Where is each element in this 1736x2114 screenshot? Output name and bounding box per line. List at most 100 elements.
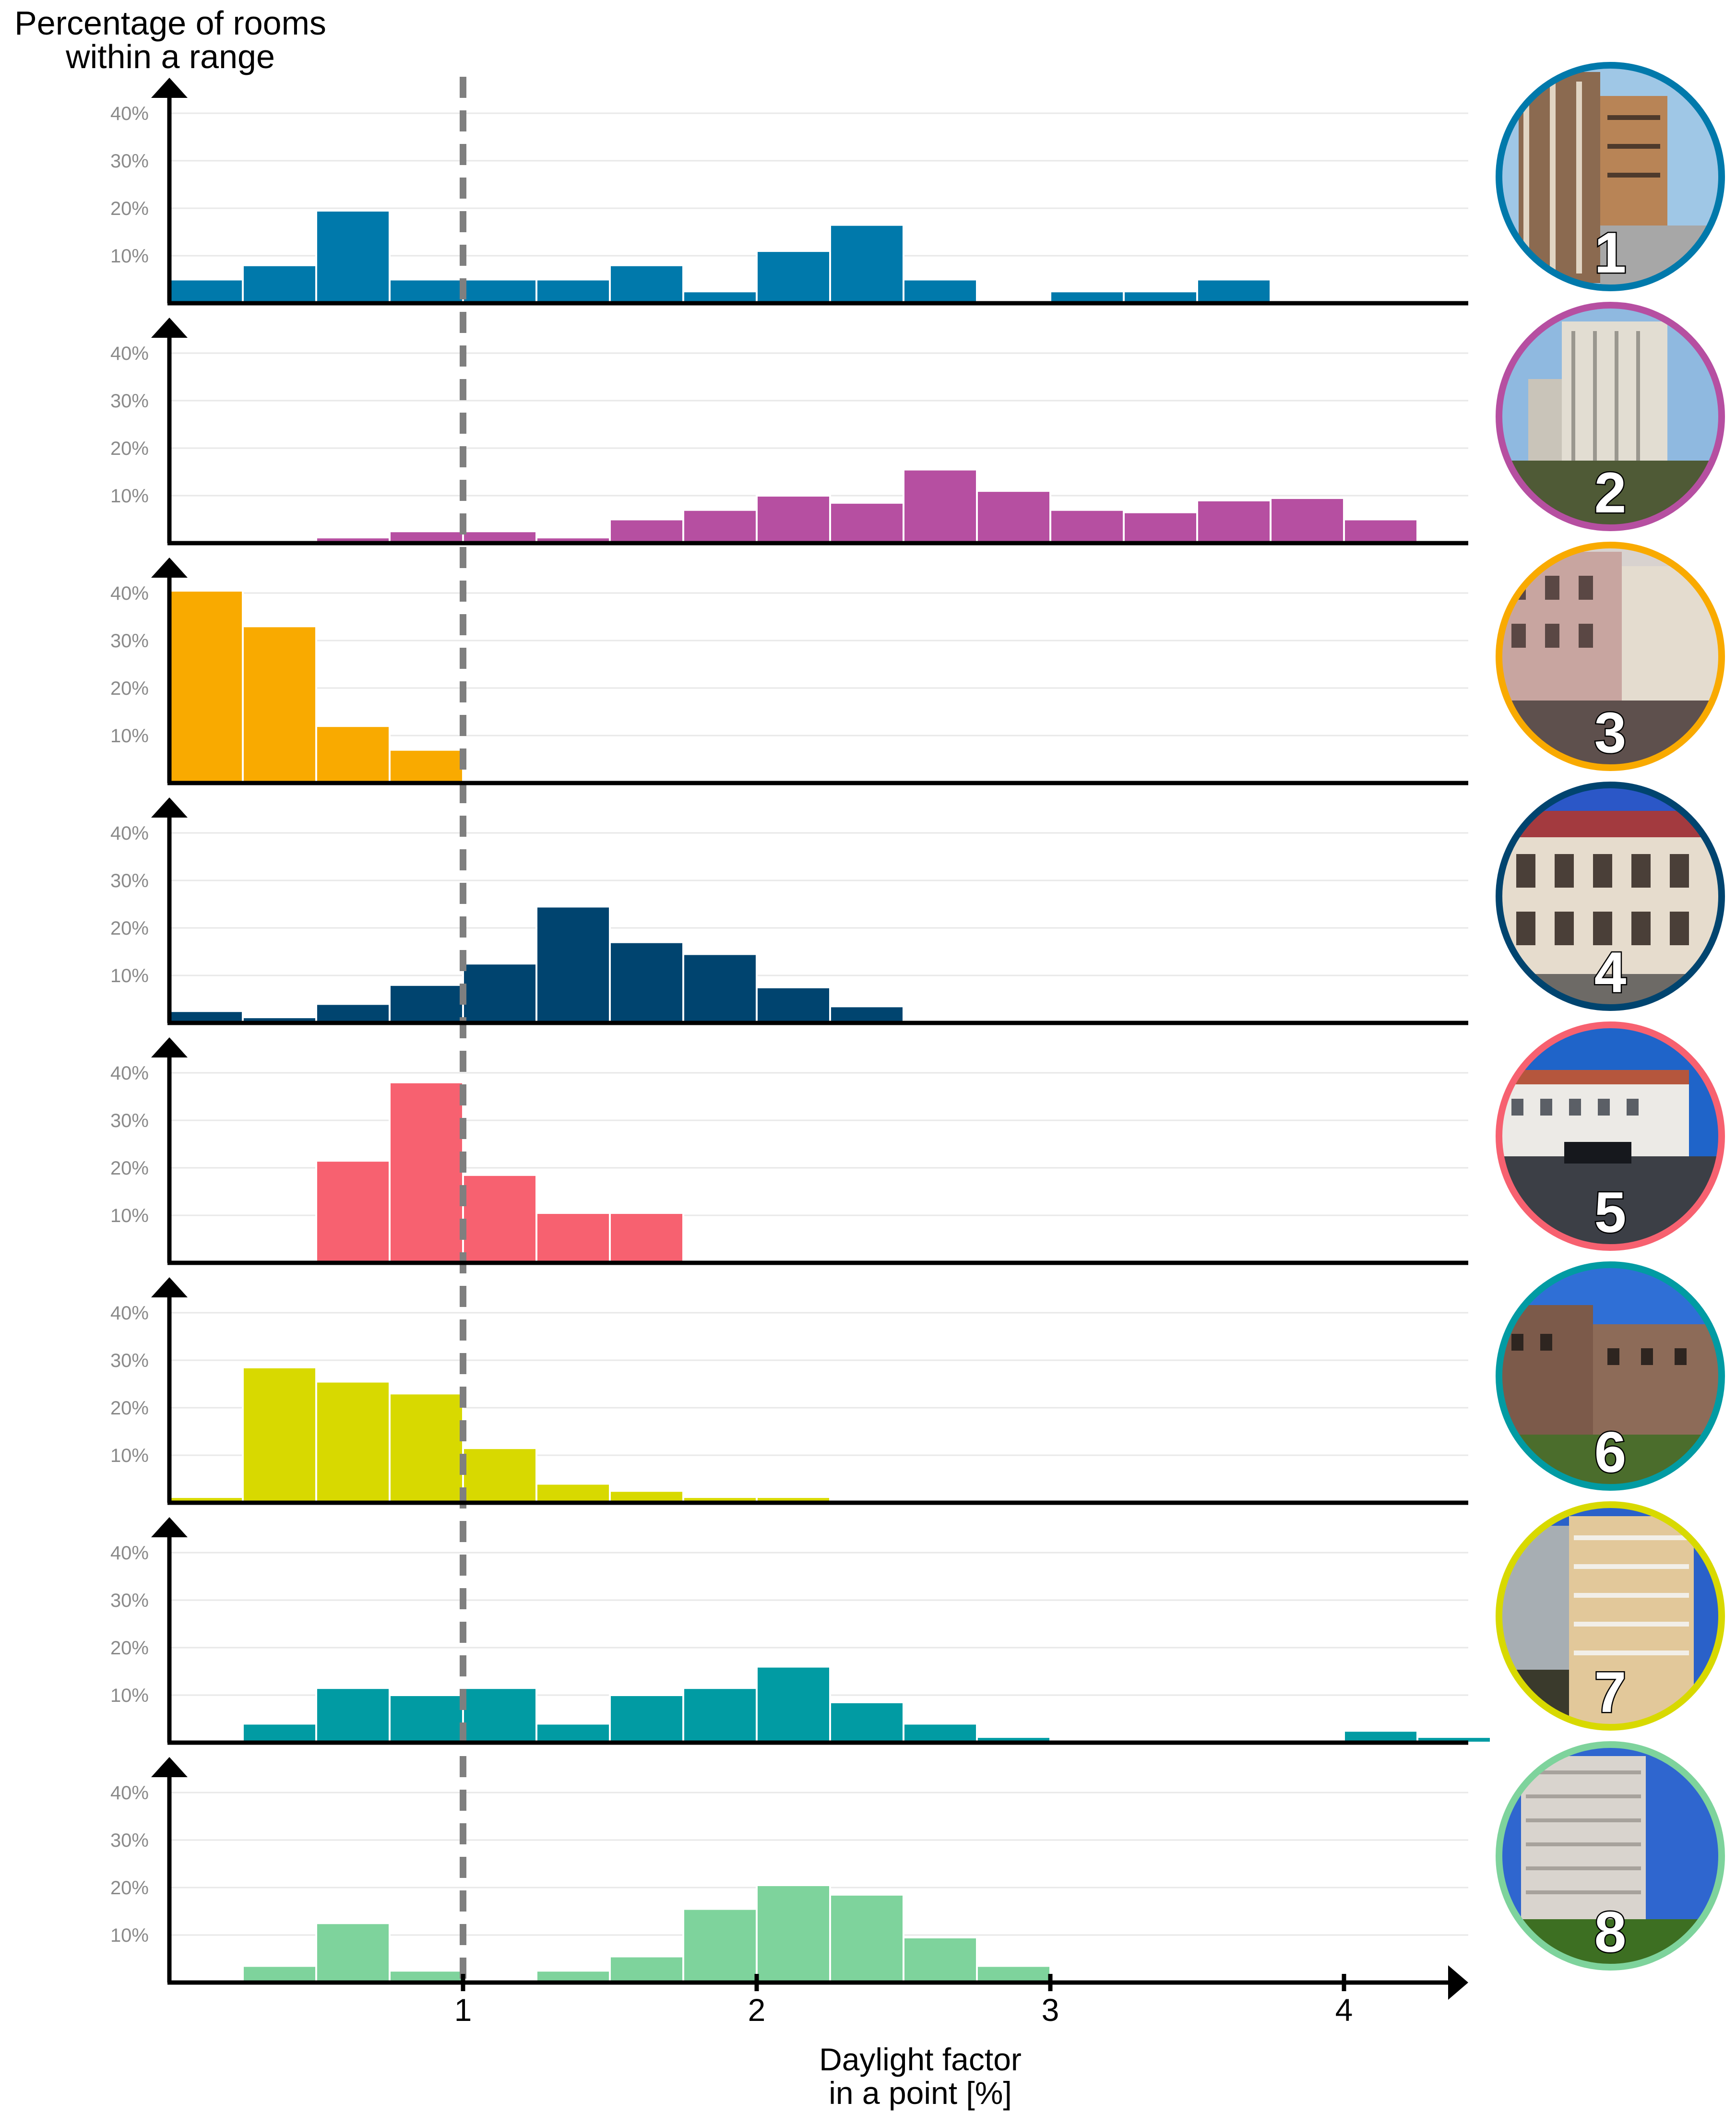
y-tick-label: 30% xyxy=(110,630,149,652)
bar xyxy=(1049,509,1125,544)
y-tick-label: 10% xyxy=(110,1445,149,1466)
y-tick-label: 10% xyxy=(110,486,149,507)
x-tick-label-3: 3 xyxy=(1042,1992,1059,2028)
y-tick-label: 20% xyxy=(110,1398,149,1419)
bar xyxy=(1196,278,1272,304)
bar xyxy=(389,1694,464,1744)
bar xyxy=(242,1965,317,1984)
bar xyxy=(903,1722,978,1744)
bar xyxy=(609,264,684,304)
y-tick-label: 40% xyxy=(110,1543,149,1564)
chart-title-line-1: Percentage of rooms xyxy=(14,4,326,42)
bar xyxy=(315,1160,391,1264)
y-tick-label: 40% xyxy=(110,103,149,124)
building-photo-6 xyxy=(1496,1261,1725,1491)
bar xyxy=(756,986,831,1024)
building-photo-2 xyxy=(1496,302,1725,531)
y-tick-label: 30% xyxy=(110,870,149,891)
bar xyxy=(462,1687,537,1744)
building-number-5: 5 xyxy=(1594,1180,1627,1245)
bar xyxy=(462,962,537,1024)
y-tick-label: 10% xyxy=(110,725,149,747)
bar xyxy=(168,590,244,784)
building-number-7: 7 xyxy=(1594,1660,1627,1724)
x-tick-label-1: 1 xyxy=(454,1992,472,2028)
bar xyxy=(829,501,904,544)
bar xyxy=(682,1908,758,1984)
bar xyxy=(389,1392,464,1504)
y-axis-arrow xyxy=(151,1757,188,1777)
building-number-6: 6 xyxy=(1594,1420,1627,1485)
bar xyxy=(1270,497,1345,544)
x-axis-label-line-2: in a point [%] xyxy=(829,2075,1012,2111)
bar xyxy=(389,1081,464,1264)
bar xyxy=(462,1447,537,1504)
bar xyxy=(315,1687,391,1744)
bar xyxy=(462,1174,537,1264)
building-number-3: 3 xyxy=(1594,701,1627,765)
bar xyxy=(829,224,904,304)
y-tick-label: 20% xyxy=(110,438,149,459)
y-tick-label: 40% xyxy=(110,343,149,364)
y-tick-label: 30% xyxy=(110,151,149,172)
bar xyxy=(535,905,611,1024)
y-tick-label: 40% xyxy=(110,1303,149,1324)
y-tick-label: 10% xyxy=(110,1205,149,1226)
building-number-4: 4 xyxy=(1594,940,1627,1005)
bar xyxy=(242,264,317,304)
bar xyxy=(462,278,537,304)
y-tick-label: 30% xyxy=(110,1830,149,1851)
y-axis-arrow xyxy=(151,1277,188,1297)
bar xyxy=(1123,511,1198,545)
y-tick-labels: 10% 20% 30% 40% 10% 20% 30% 40% 10% 20% 30% 40% 10% 2… xyxy=(110,103,149,1946)
bar xyxy=(535,1212,611,1264)
y-tick-label: 40% xyxy=(110,823,149,844)
bar xyxy=(315,725,391,784)
y-axis-arrow xyxy=(151,558,188,578)
bar xyxy=(756,1665,831,1744)
bar xyxy=(389,984,464,1024)
y-tick-label: 40% xyxy=(110,1063,149,1084)
bar xyxy=(976,1965,1051,1984)
bar xyxy=(903,1936,978,1983)
y-tick-label: 40% xyxy=(110,583,149,604)
y-tick-label: 30% xyxy=(110,1590,149,1611)
bar xyxy=(168,278,244,304)
bar xyxy=(609,1212,684,1264)
bar xyxy=(242,1722,317,1744)
bar xyxy=(756,250,831,304)
bar xyxy=(315,209,391,305)
bar xyxy=(829,1005,904,1024)
building-photo-4 xyxy=(1496,782,1725,1011)
bar xyxy=(609,518,684,544)
bar xyxy=(242,1366,317,1504)
y-tick-label: 30% xyxy=(110,1350,149,1371)
bar xyxy=(609,941,684,1024)
x-axis-arrow xyxy=(1448,1965,1468,2000)
y-tick-label: 20% xyxy=(110,918,149,939)
y-tick-label: 20% xyxy=(110,1158,149,1179)
bar xyxy=(682,1687,758,1744)
y-axis-arrow xyxy=(151,1037,188,1057)
x-axis-label-line-1: Daylight factor xyxy=(819,2042,1022,2077)
x-tick-label-4: 4 xyxy=(1335,1992,1353,2028)
bar xyxy=(756,495,831,544)
y-tick-label: 10% xyxy=(110,246,149,267)
y-tick-label: 20% xyxy=(110,198,149,219)
chart-title-line-2: within a range xyxy=(65,38,275,75)
bar xyxy=(315,1003,391,1024)
y-axis-arrow xyxy=(151,797,188,818)
bar xyxy=(609,1694,684,1744)
bar xyxy=(829,1893,904,1984)
y-tick-label: 40% xyxy=(110,1782,149,1804)
bar xyxy=(242,625,317,784)
axes xyxy=(151,78,1468,2000)
y-axis-arrow xyxy=(151,318,188,338)
building-photo-1 xyxy=(1496,62,1725,291)
y-tick-label: 10% xyxy=(110,1685,149,1706)
histogram-bars xyxy=(168,209,1492,1984)
y-tick-label: 20% xyxy=(110,1638,149,1659)
building-number-8: 8 xyxy=(1594,1900,1627,1964)
bar xyxy=(315,1922,391,1983)
